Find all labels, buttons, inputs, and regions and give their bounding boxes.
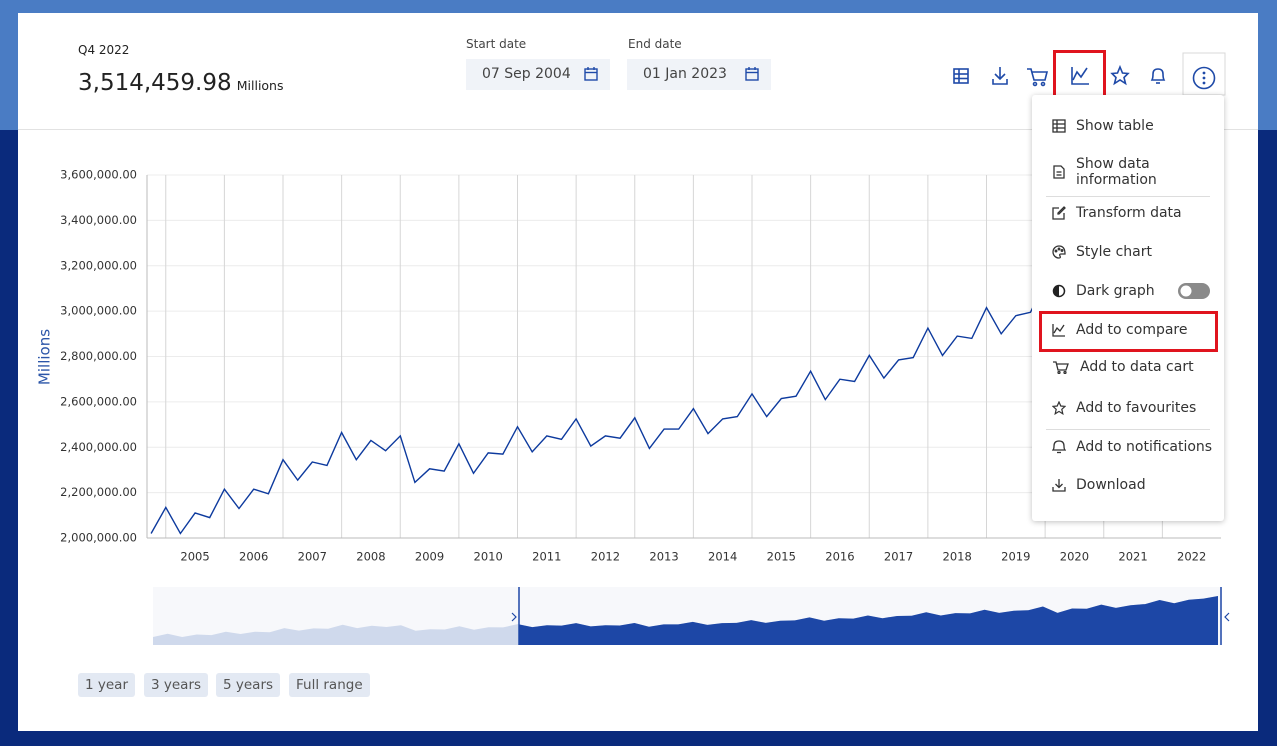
compare-button[interactable] bbox=[1071, 67, 1089, 85]
end-date-input[interactable]: 01 Jan 2023 bbox=[627, 59, 771, 90]
navigator-area-selected bbox=[519, 596, 1218, 645]
header-separator bbox=[18, 129, 1258, 130]
y-tick-label: 2,200,000.00 bbox=[60, 485, 137, 499]
menu-label: Transform data bbox=[1076, 205, 1182, 221]
menu-label: Add to data cart bbox=[1080, 359, 1194, 375]
x-tick-label: 2007 bbox=[298, 550, 327, 564]
menu-item[interactable]: Dark graph bbox=[1052, 283, 1210, 299]
menu-label: Show data information bbox=[1076, 156, 1157, 188]
start-label: Start date bbox=[466, 37, 527, 51]
more-icon bbox=[1192, 66, 1216, 90]
x-tick-label: 2012 bbox=[591, 550, 620, 564]
calendar-icon bbox=[745, 67, 759, 81]
x-tick-label: 2014 bbox=[708, 550, 737, 564]
menu-item[interactable]: Add to favourites bbox=[1052, 400, 1196, 416]
menu-label: Show table bbox=[1076, 118, 1154, 134]
x-tick-label: 2008 bbox=[356, 550, 385, 564]
menu-item[interactable]: Download bbox=[1052, 477, 1146, 493]
y-tick-label: 3,400,000.00 bbox=[60, 213, 137, 227]
menu-separator bbox=[1046, 196, 1210, 197]
navigator bbox=[153, 587, 1230, 645]
menu-item[interactable]: Add to notifications bbox=[1052, 439, 1212, 455]
x-tick-label: 2009 bbox=[415, 550, 444, 564]
headline-unit: Millions bbox=[236, 78, 284, 93]
x-tick-label: 2017 bbox=[884, 550, 913, 564]
x-tick-label: 2022 bbox=[1177, 550, 1206, 564]
favourite-button[interactable] bbox=[1110, 64, 1130, 86]
dark-toggle[interactable] bbox=[1178, 283, 1210, 299]
x-tick-label: 2020 bbox=[1060, 550, 1089, 564]
headline-value: 3,514,459.98 bbox=[78, 70, 232, 96]
end-label: End date bbox=[628, 37, 682, 51]
download-button[interactable] bbox=[992, 67, 1008, 85]
menu-label: Style chart bbox=[1076, 244, 1153, 260]
y-tick-label: 2,600,000.00 bbox=[60, 394, 137, 408]
x-tick-label: 2018 bbox=[943, 550, 972, 564]
x-tick-label: 2019 bbox=[1001, 550, 1030, 564]
range-button[interactable]: 3 years bbox=[144, 673, 209, 697]
menu-label: Dark graph bbox=[1076, 283, 1155, 299]
notification-button[interactable] bbox=[1150, 68, 1166, 84]
x-tick-label: 2016 bbox=[825, 550, 854, 564]
x-tick-label: 2021 bbox=[1118, 550, 1147, 564]
x-tick-label: 2013 bbox=[649, 550, 678, 564]
menu-separator bbox=[1046, 429, 1210, 430]
highlight-box bbox=[1039, 311, 1218, 352]
headline: 3,514,459.98 Millions bbox=[78, 70, 284, 96]
navigator-arrow bbox=[1224, 612, 1230, 622]
table-button[interactable] bbox=[953, 68, 969, 84]
range-button[interactable]: 5 years bbox=[216, 673, 281, 697]
range-button[interactable]: Full range bbox=[289, 673, 370, 697]
x-tick-label: 2015 bbox=[767, 550, 796, 564]
menu-item[interactable]: Show data information bbox=[1052, 156, 1176, 188]
more-dots bbox=[1202, 71, 1206, 85]
x-tick-label: 2006 bbox=[239, 550, 268, 564]
menu-item[interactable]: Show table bbox=[1052, 118, 1154, 134]
toolbar bbox=[953, 64, 1166, 87]
menu-item[interactable]: Add to data cart bbox=[1052, 359, 1194, 375]
more-menu: Show table Show data information Transfo… bbox=[1032, 95, 1224, 521]
y-tick-label: 3,600,000.00 bbox=[60, 168, 137, 182]
menu-label: Add to compare bbox=[1076, 322, 1188, 338]
y-tick-label: 3,200,000.00 bbox=[60, 258, 137, 272]
y-tick-label: 3,000,000.00 bbox=[60, 304, 137, 318]
menu-label: Add to favourites bbox=[1076, 400, 1197, 416]
highlight-box bbox=[1053, 50, 1106, 98]
menu-label: Add to notifications bbox=[1076, 439, 1213, 455]
menu-item[interactable]: Transform data bbox=[1052, 205, 1182, 221]
range-button[interactable]: 1 year bbox=[78, 673, 135, 697]
menu-item[interactable]: Style chart bbox=[1052, 244, 1152, 260]
start-date: 07 Sep 2004 bbox=[482, 66, 571, 82]
navigator-arrow bbox=[511, 612, 517, 622]
x-tick-label: 2010 bbox=[474, 550, 503, 564]
end-date: 01 Jan 2023 bbox=[643, 66, 727, 82]
y-axis-title: Millions bbox=[36, 329, 54, 385]
period: Q4 2022 bbox=[78, 43, 130, 57]
calendar-icon bbox=[584, 67, 598, 81]
x-tick-label: 2005 bbox=[180, 550, 209, 564]
y-tick-label: 2,000,000.00 bbox=[60, 531, 137, 545]
start-date-input[interactable]: 07 Sep 2004 bbox=[466, 59, 610, 90]
cart-button[interactable] bbox=[1027, 68, 1049, 87]
y-tick-label: 2,400,000.00 bbox=[60, 440, 137, 454]
menu-item[interactable]: Add to compare bbox=[1052, 322, 1188, 338]
menu-label: Download bbox=[1076, 477, 1146, 493]
y-tick-label: 2,800,000.00 bbox=[60, 349, 137, 363]
x-tick-label: 2011 bbox=[532, 550, 561, 564]
